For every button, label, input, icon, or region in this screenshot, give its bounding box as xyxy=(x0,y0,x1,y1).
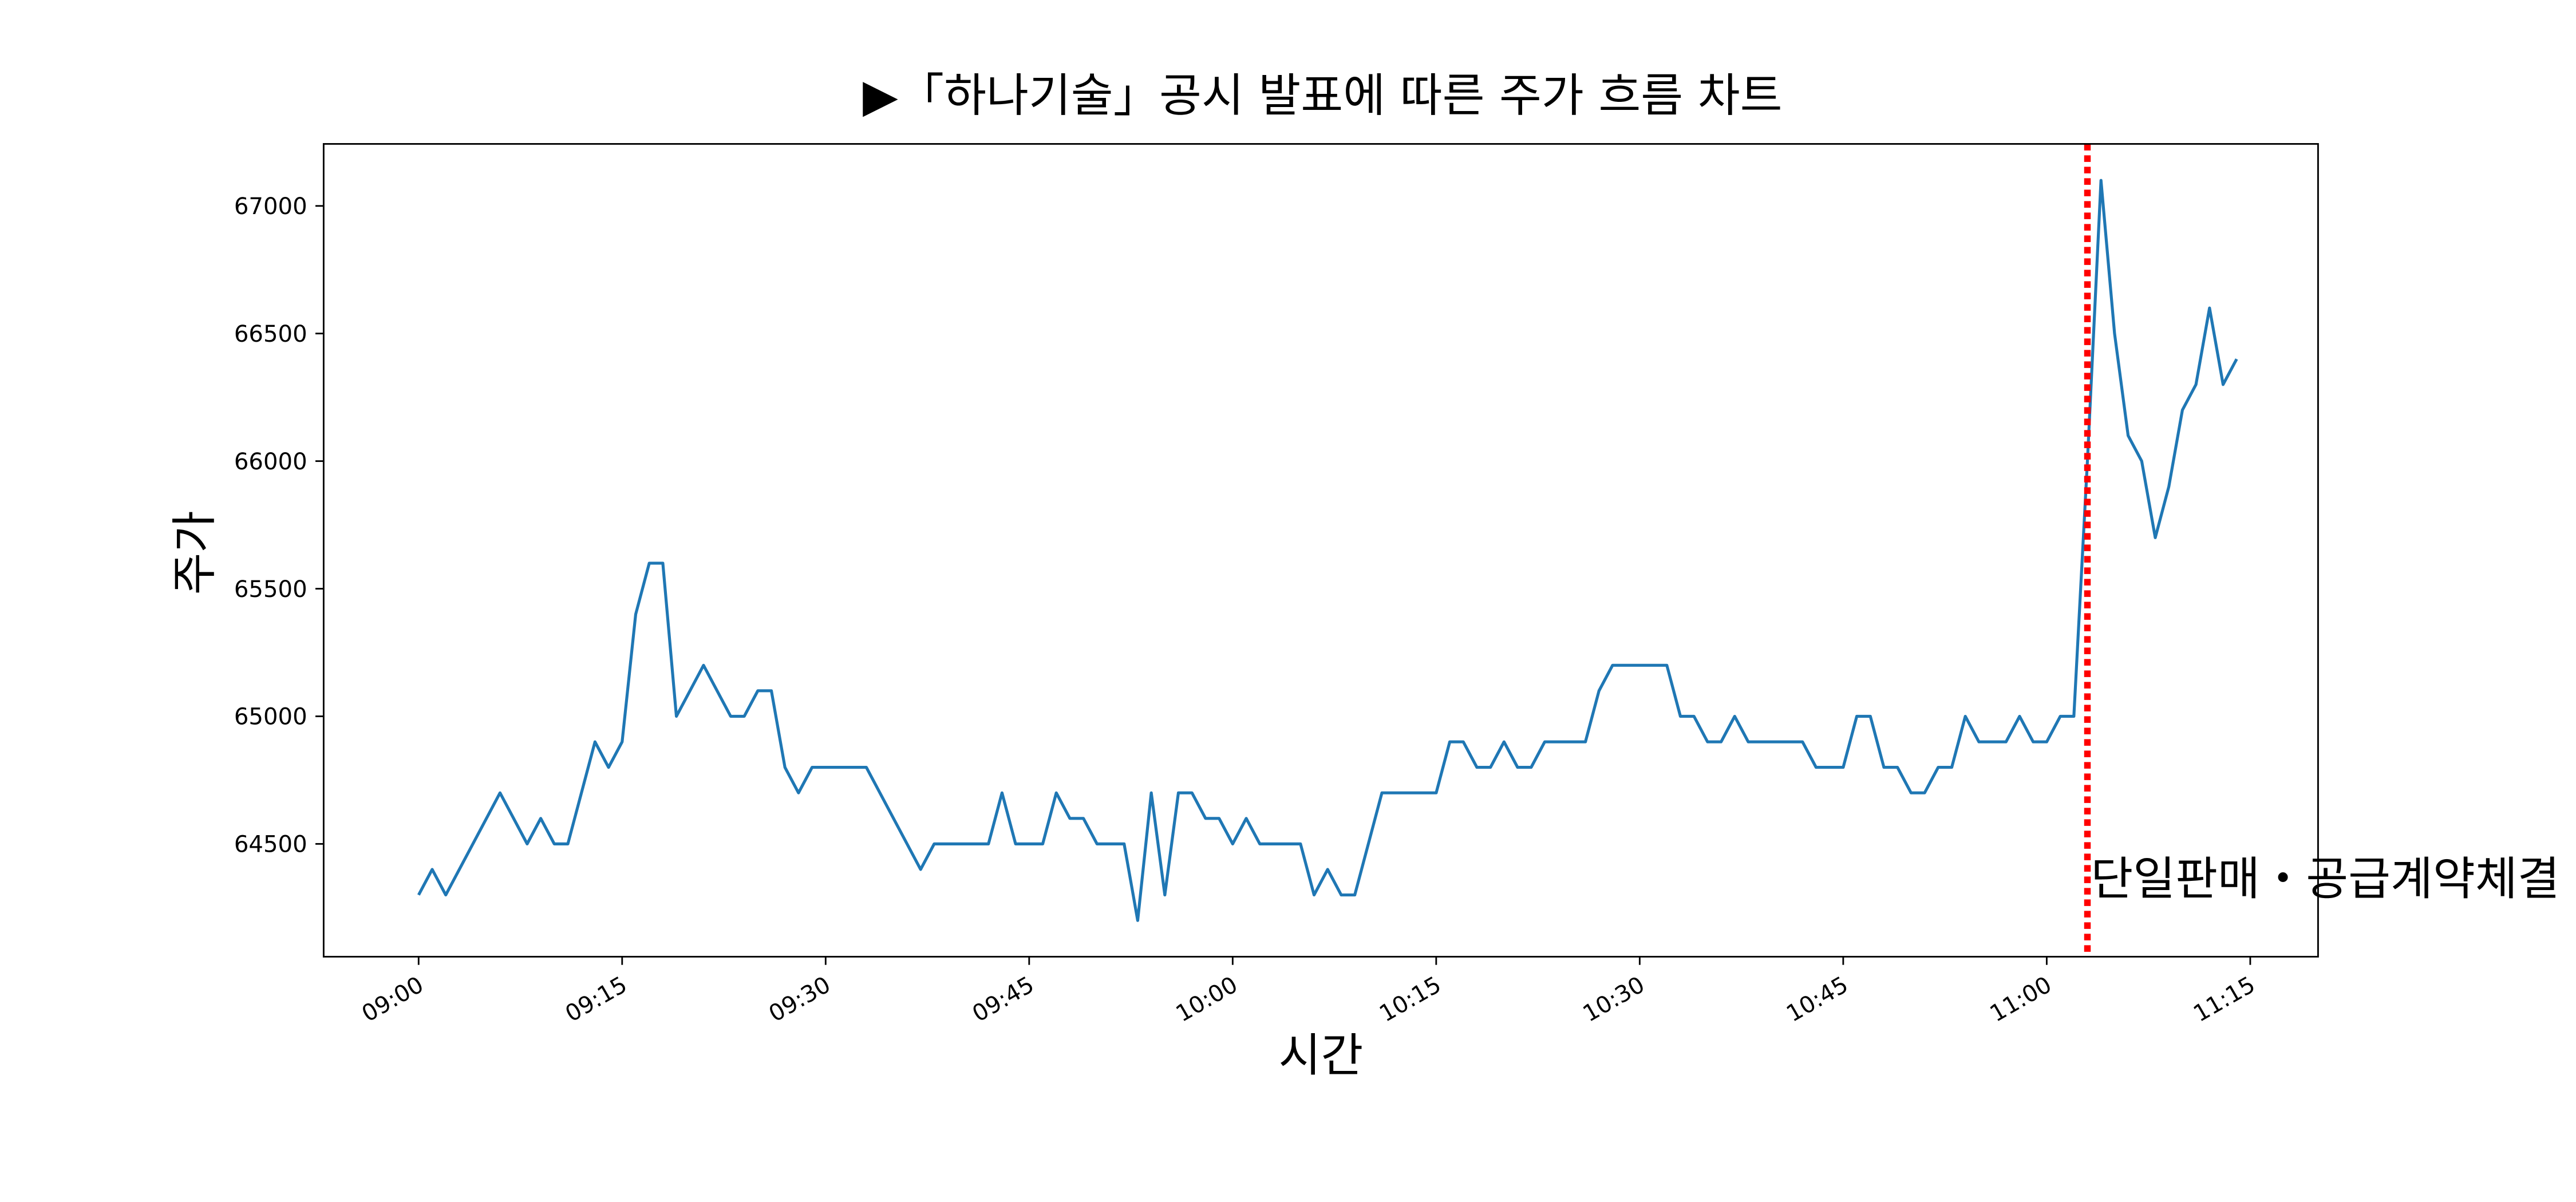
plot-frame xyxy=(322,143,2319,958)
y-tick-label: 64500 xyxy=(234,832,307,858)
event-label: 단일판매・공급계약체결 xyxy=(2091,852,2559,906)
y-axis-label: 주가 xyxy=(168,511,221,595)
chart-title: ▶「하나기술」공시 발표에 따른 주가 흐름 차트 xyxy=(863,69,1783,122)
y-tick-label: 66000 xyxy=(234,449,307,475)
price-line xyxy=(417,179,2238,922)
y-tick-label: 65500 xyxy=(234,576,307,603)
x-axis-label: 시간 xyxy=(1278,1029,1363,1082)
y-tick-label: 66500 xyxy=(234,321,307,347)
y-tick-label: 65000 xyxy=(234,704,307,730)
y-tick-label: 67000 xyxy=(234,193,307,220)
